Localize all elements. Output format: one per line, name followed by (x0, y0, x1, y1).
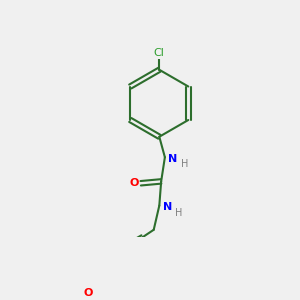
Text: H: H (181, 159, 188, 169)
Text: O: O (129, 178, 139, 188)
Text: N: N (163, 202, 172, 212)
Text: O: O (84, 288, 93, 298)
Text: N: N (168, 154, 178, 164)
Text: Cl: Cl (154, 48, 165, 58)
Text: H: H (175, 208, 182, 218)
